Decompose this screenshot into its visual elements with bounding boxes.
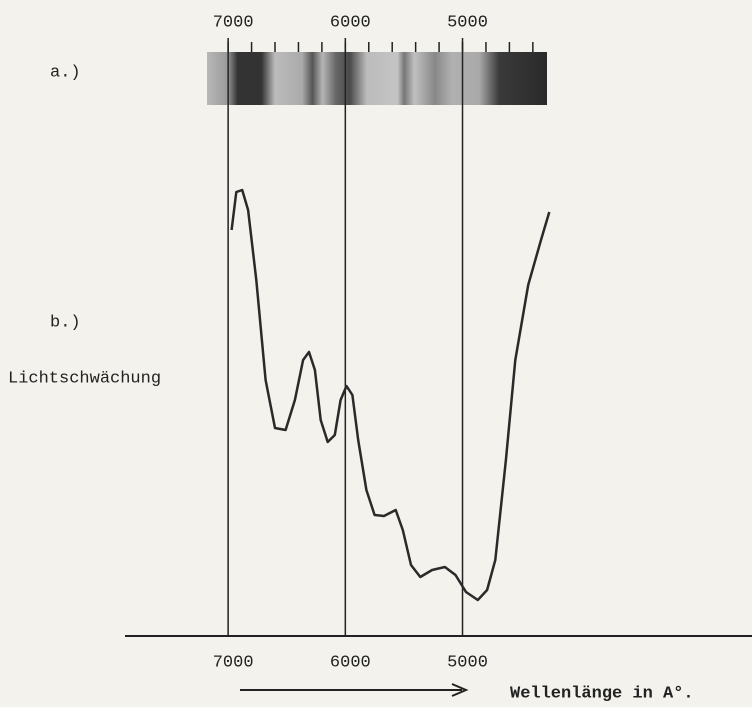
x-tick-label: 7000 — [213, 13, 254, 32]
panel-label: a.) — [50, 63, 81, 82]
x-tick-label: 5000 — [447, 653, 488, 672]
x-tick-label: 6000 — [330, 653, 371, 672]
x-tick-label: 6000 — [330, 13, 371, 32]
panel-label: b.) — [50, 313, 81, 332]
x-tick-label: 5000 — [447, 13, 488, 32]
x-axis-label: Wellenlänge in A°. — [510, 684, 694, 703]
arrow-head — [451, 683, 469, 697]
y-axis-label: Lichtschwächung — [8, 369, 161, 388]
spectrum-band — [207, 52, 547, 105]
x-tick-label: 7000 — [213, 653, 254, 672]
curve — [230, 188, 551, 602]
